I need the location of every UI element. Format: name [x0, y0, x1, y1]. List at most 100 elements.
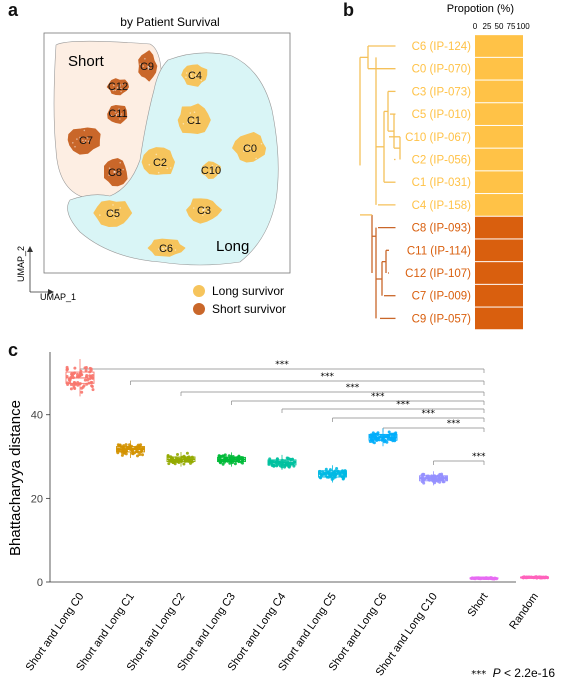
umap-x-label: UMAP_1 [40, 292, 76, 302]
umap-cluster-speckle [211, 164, 214, 167]
umap-cluster-c3: C3 [186, 198, 222, 224]
proportion-bar [475, 57, 523, 80]
umap-cluster-speckle [166, 246, 168, 249]
dendrogram-row: C4 (IP-158) [412, 194, 523, 216]
panel-c-letter: c [8, 340, 19, 360]
data-point [83, 378, 87, 382]
umap-cluster-speckle [214, 172, 216, 175]
data-point [332, 470, 336, 474]
umap-cluster-speckle [72, 142, 74, 144]
umap-cluster-speckle [113, 84, 115, 87]
umap-cluster-speckle [83, 141, 85, 144]
data-point [84, 369, 88, 373]
umap-cluster-speckle [174, 249, 177, 251]
umap-cluster-speckle [119, 118, 121, 120]
proportion-bar [475, 171, 523, 194]
data-point [176, 453, 179, 456]
umap-cluster-speckle [195, 121, 197, 123]
umap-cluster-speckle [199, 75, 202, 77]
umap-cluster-speckle [249, 147, 252, 150]
umap-cluster-speckle [84, 140, 87, 142]
proportion-tick-label: 50 [495, 22, 504, 31]
data-point [228, 461, 232, 465]
umap-cluster-speckle [243, 150, 245, 152]
umap-cluster-blob [232, 132, 267, 163]
data-point [391, 439, 395, 443]
umap-cluster-speckle [157, 164, 159, 167]
data-point [73, 387, 77, 390]
short-region-label: Short [68, 53, 105, 70]
data-point [68, 378, 72, 382]
umap-clusters: C0 C1 C2 C3 C4 C5 C6 C10 C7 C8 C9 C11 C12 [67, 50, 267, 257]
umap-cluster-speckle [112, 212, 114, 214]
box-2 [116, 440, 145, 458]
umap-cluster-speckle [114, 111, 117, 113]
dendrogram-row: C8 (IP-093) [412, 216, 523, 239]
umap-cluster-label: C6 [159, 243, 173, 255]
umap-cluster-speckle [192, 119, 194, 122]
proportion-bar [475, 307, 523, 330]
umap-cluster-speckle [211, 169, 214, 172]
data-point [69, 387, 73, 391]
umap-cluster-c2: C2 [141, 147, 175, 175]
umap-cluster-speckle [144, 58, 146, 60]
umap-cluster-speckle [115, 114, 117, 116]
umap-cluster-blob [177, 103, 211, 134]
umap-cluster-speckle [142, 65, 144, 67]
umap-cluster-speckle [182, 123, 185, 125]
umap-cluster-speckle [112, 89, 115, 92]
data-point [89, 374, 93, 378]
data-point [221, 462, 225, 466]
data-point [393, 432, 397, 436]
dendrogram-row: C3 (IP-073) [412, 80, 523, 103]
umap-cluster-speckle [117, 112, 119, 115]
boxplot-y-ticks: 0 20 40 [31, 410, 50, 589]
umap-cluster-speckle [158, 248, 160, 250]
data-point [223, 453, 227, 457]
proportion-axis-title: Propotion (%) [447, 3, 514, 15]
umap-cluster-label: C3 [197, 205, 211, 217]
bracket-label: *** [396, 400, 410, 410]
umap-cluster-speckle [185, 76, 187, 78]
proportion-bar [475, 262, 523, 284]
proportion-bar [475, 216, 523, 239]
dendrogram-row: C0 (IP-070) [412, 57, 523, 80]
umap-cluster-speckle [154, 158, 156, 161]
umap-cluster-speckle [82, 139, 84, 142]
umap-cluster-label: C8 [108, 167, 122, 179]
data-point [389, 437, 393, 441]
bracket-label: *** [321, 372, 335, 382]
proportion-bar [475, 125, 523, 148]
dendrogram-row: C12 (IP-107) [405, 262, 523, 284]
data-point [73, 366, 77, 370]
boxplot-boxes [65, 359, 549, 581]
box-7 [368, 428, 398, 447]
umap-cluster-label: C2 [153, 157, 167, 169]
row-label: C5 (IP-010) [412, 109, 472, 121]
umap-cluster-speckle [203, 212, 206, 214]
umap-cluster-speckle [253, 150, 255, 153]
umap-cluster-speckle [160, 165, 162, 168]
umap-cluster-blob [138, 50, 158, 82]
data-point [326, 471, 330, 474]
proportion-bar [475, 103, 523, 125]
proportion-ticks: 0 25 50 75 100 [473, 22, 530, 31]
bracket-label: *** [371, 392, 385, 402]
pvalue-footnote: *** P < 2.2e-16 [471, 666, 555, 680]
proportion-bar [475, 80, 523, 103]
panel-b-letter: b [343, 0, 354, 20]
significance-brackets: *** *** *** *** *** *** *** *** [79, 360, 486, 465]
y-tick-label: 40 [31, 410, 43, 422]
row-label: C4 (IP-158) [412, 200, 472, 212]
umap-cluster-c12: C12 [106, 78, 129, 96]
data-point [79, 372, 83, 376]
significance-bracket: *** [332, 409, 485, 422]
data-point [65, 365, 69, 369]
row-label: C7 (IP-009) [412, 291, 472, 303]
umap-cluster-speckle [122, 168, 124, 171]
umap-cluster-c9: C9 [138, 50, 158, 82]
dendrogram-row: C1 (IP-031) [412, 171, 523, 194]
umap-cluster-speckle [114, 171, 116, 173]
umap-cluster-speckle [120, 90, 122, 93]
umap-cluster-speckle [74, 145, 76, 148]
